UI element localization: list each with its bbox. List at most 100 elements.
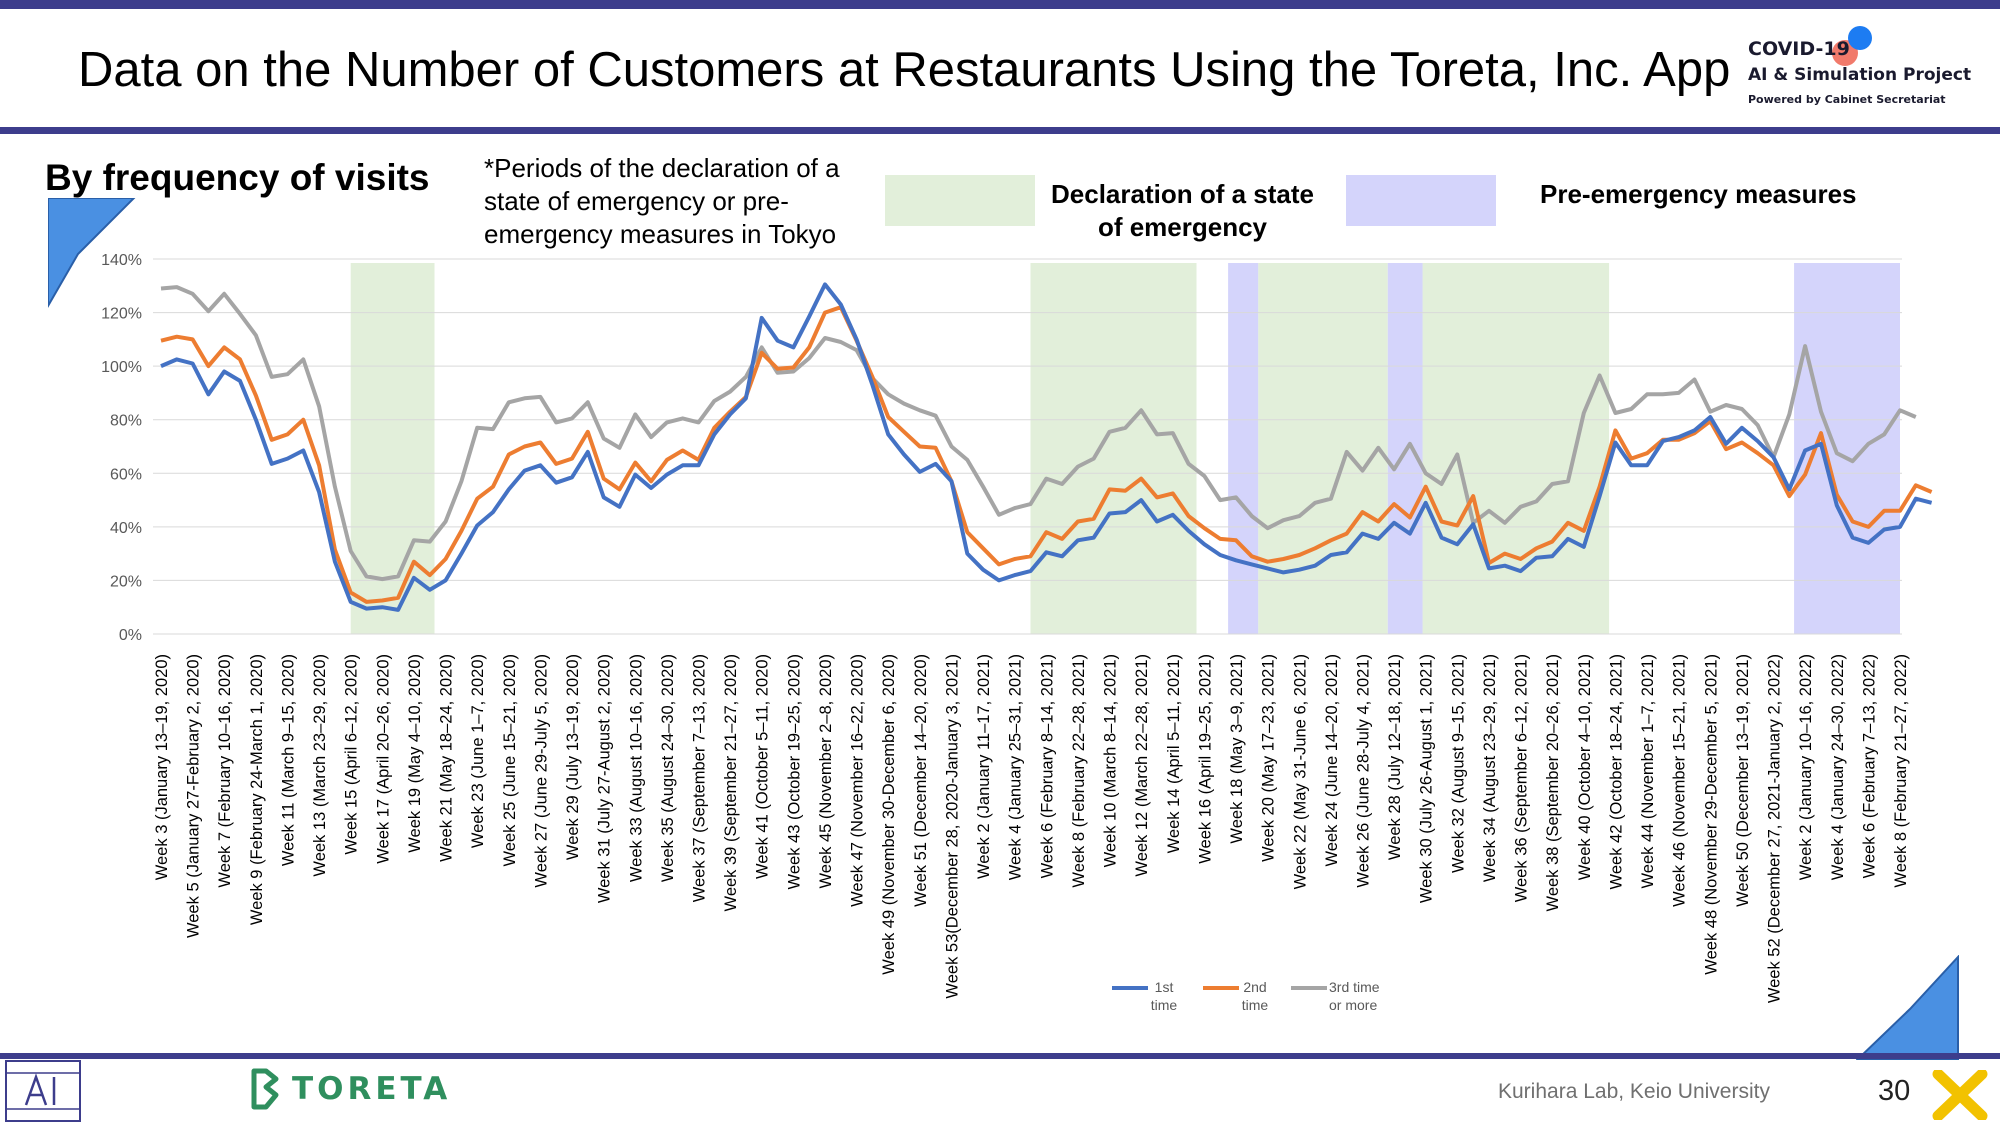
- x-tick-label: Week 28 (July 12–18, 2021): [1386, 654, 1404, 860]
- x-tick-label: Week 32 (August 9–15, 2021): [1449, 654, 1467, 873]
- x-tick-label: Week 6 (February 8–14, 2021): [1038, 654, 1056, 878]
- logo-dot-blue: [1848, 26, 1872, 50]
- footer-rule: [0, 1053, 2000, 1059]
- legend-pre-emergency-swatch: [1346, 175, 1496, 226]
- x-tick-label: Week 14 (April 5–11, 2021): [1165, 654, 1183, 853]
- x-tick-label: Week 15 (April 6–12, 2020): [343, 654, 361, 855]
- x-tick-label: Week 49 (November 30-December 6, 2020): [880, 654, 898, 975]
- corner-deco-top-left: [48, 198, 136, 308]
- legend-emergency-label: Declaration of a state of emergency: [1051, 179, 1314, 242]
- legend-label: 2nd: [1243, 979, 1266, 995]
- lab-logo: [5, 1060, 81, 1122]
- x-tick-label: Week 22 (May 31-June 6, 2021): [1291, 654, 1309, 889]
- x-tick-label: Week 4 (January 25–31, 2021): [1007, 654, 1025, 880]
- x-tick-label: Week 10 (March 8–14, 2021): [1102, 654, 1120, 867]
- x-tick-label: Week 31 (July 27-August 2, 2020): [596, 654, 614, 903]
- page-number: 30: [1878, 1075, 1911, 1107]
- legend-emergency-swatch: [885, 175, 1035, 226]
- x-tick-label: Week 8 (February 21–27, 2022): [1892, 654, 1910, 888]
- x-tick-label: Week 30 (July 26-August 1, 2021): [1418, 654, 1436, 903]
- x-tick-label: Week 7 (February 10–16, 2020): [216, 654, 234, 888]
- y-tick-label: 80%: [110, 413, 142, 430]
- x-tick-label: Week 26 (June 28-July 4, 2021): [1355, 654, 1373, 888]
- logo-line3: Powered by Cabinet Secretariat: [1748, 93, 1946, 106]
- x-tick-label: Week 18 (May 3–9, 2021): [1228, 654, 1246, 844]
- x-tick-label: Week 50 (December 13–19, 2021): [1734, 654, 1752, 907]
- x-tick-label: Week 43 (October 19–25, 2020): [785, 654, 803, 889]
- x-tick-label: Week 19 (May 4–10, 2020): [406, 654, 424, 853]
- x-tick-label: Week 8 (February 22–28, 2021): [1070, 654, 1088, 888]
- footer-lab: Kurihara Lab, Keio University: [1498, 1080, 1770, 1103]
- x-tick-label: Week 20 (May 17–23, 2021): [1260, 654, 1278, 862]
- x-logo-icon: [1932, 1070, 1988, 1120]
- x-tick-label: Week 21 (May 18–24, 2020): [438, 654, 456, 862]
- x-tick-label: Week 5 (January 27-February 2, 2020): [185, 654, 203, 938]
- x-tick-label: Week 44 (November 1–7, 2021): [1639, 654, 1657, 889]
- x-tick-label: Week 40 (October 4–10, 2021): [1576, 654, 1594, 880]
- x-tick-label: Week 46 (November 15–21, 2021): [1671, 654, 1689, 907]
- legend-label: time: [1242, 997, 1269, 1013]
- corner-deco-bottom-right: [1856, 955, 1959, 1060]
- x-tick-label: Week 35 (August 24–30, 2020): [659, 654, 677, 882]
- pre-emergency-band-1: [1228, 263, 1259, 634]
- x-tick-label: Week 23 (June 1–7, 2020): [469, 654, 487, 848]
- legend-label: 3rd time: [1329, 979, 1380, 995]
- x-tick-label: Week 24 (June 14–20, 2021): [1323, 654, 1341, 867]
- x-tick-label: Week 37 (September 7–13, 2020): [691, 654, 709, 902]
- x-tick-label: Week 12 (March 22–28, 2021): [1133, 654, 1151, 877]
- x-tick-label: Week 34 (August 23–29, 2021): [1481, 654, 1499, 882]
- customers-line-chart: 0% 20% 40% 60% 80% 100% 120% 140% Week 3 (Januar…: [101, 252, 1933, 1013]
- legend-label: time: [1151, 997, 1178, 1013]
- x-tick-label: Week 47 (November 16–22, 2020): [849, 654, 867, 907]
- y-tick-label: 100%: [101, 359, 142, 376]
- series-line: [160, 282, 1933, 612]
- x-tick-label: Week 25 (June 15–21, 2020): [501, 654, 519, 867]
- x-tick-label: Week 38 (September 20–26, 2021): [1544, 654, 1562, 911]
- x-tick-label: Week 2 (January 11–17, 2021): [975, 654, 993, 879]
- y-tick-label: 40%: [110, 520, 142, 537]
- x-tick-label: Week 53(December 28, 2020-January 3, 202…: [944, 654, 962, 999]
- x-tick-label: Week 29 (July 13–19, 2020): [564, 654, 582, 860]
- emergency-band-4: [1422, 263, 1610, 634]
- y-tick-label: 140%: [101, 252, 142, 269]
- emergency-band-2: [1030, 263, 1197, 634]
- x-tick-label: Week 2 (January 10–16, 2022): [1797, 654, 1815, 880]
- logo-line1: COVID-19: [1748, 38, 1850, 60]
- x-tick-label: Week 52 (December 27, 2021-January 2, 20…: [1766, 654, 1784, 1003]
- period-note: *Periods of the declaration of a state o…: [484, 153, 840, 249]
- x-tick-label: Week 45 (November 2–8, 2020): [817, 654, 835, 889]
- x-tick-label: Week 9 (February 24-March 1, 2020): [248, 654, 266, 925]
- x-tick-label: Week 3 (January 13–19, 2020): [153, 654, 171, 880]
- x-tick-label: Week 17 (April 20–26, 2020): [374, 654, 392, 864]
- x-tick-label: Week 41 (October 5–11, 2020): [754, 654, 772, 879]
- y-tick-label: 60%: [110, 466, 142, 483]
- logo-line2: AI & Simulation Project: [1748, 65, 1972, 85]
- x-tick-label: Week 36 (September 6–12, 2021): [1513, 654, 1531, 902]
- x-tick-label: Week 33 (August 10–16, 2020): [627, 654, 645, 882]
- legend-label: 1st: [1155, 979, 1174, 995]
- x-tick-label: Week 11 (March 9–15, 2020): [280, 654, 298, 866]
- x-tick-label: Week 42 (October 18–24, 2021): [1607, 654, 1625, 889]
- title-rule: [0, 127, 2000, 134]
- x-tick-label: Week 39 (September 21–27, 2020): [722, 654, 740, 911]
- top-bar: [0, 0, 2000, 9]
- legend-pre-emergency-label: Pre-emergency measures: [1540, 179, 1857, 209]
- y-tick-label: 20%: [110, 573, 142, 590]
- series-line: [160, 285, 1917, 582]
- toreta-icon: [251, 1068, 279, 1110]
- legend-label: or more: [1329, 997, 1377, 1013]
- x-tick-label: Week 48 (November 29-December 5, 2021): [1702, 654, 1720, 975]
- emergency-band-3: [1258, 263, 1388, 634]
- project-logo: COVID-19 AI & Simulation Project Powered…: [1748, 26, 1988, 114]
- x-tick-label: Week 13 (March 23–29, 2020): [311, 654, 329, 877]
- chart-subtitle: By frequency of visits: [45, 157, 430, 198]
- x-tick-label: Week 4 (January 24–30, 2022): [1829, 654, 1847, 880]
- x-tick-label: Week 51 (December 14–20, 2020): [912, 654, 930, 907]
- toreta-brand: TORETA: [292, 1071, 452, 1107]
- y-tick-label: 120%: [101, 306, 142, 323]
- x-tick-label: Week 6 (February 7–13, 2022): [1860, 654, 1878, 878]
- toreta-logo: TORETA: [248, 1067, 447, 1111]
- series-line: [160, 305, 1933, 604]
- y-tick-label: 0%: [119, 627, 142, 644]
- x-tick-label: Week 16 (April 19–25, 2021): [1196, 654, 1214, 864]
